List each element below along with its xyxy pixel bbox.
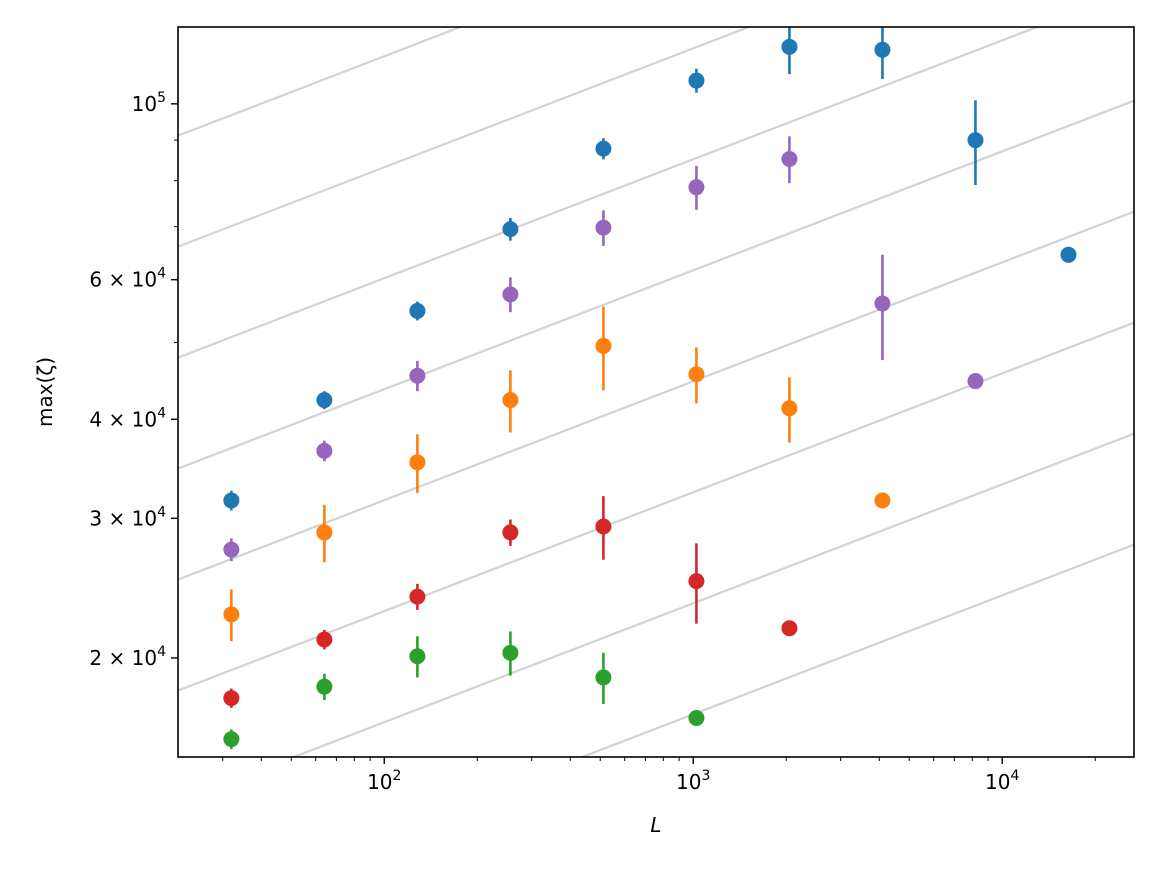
y-tick-label: 4 × 104 <box>89 405 166 431</box>
data-point <box>409 367 426 384</box>
data-point <box>874 41 891 58</box>
data-point <box>1060 246 1077 263</box>
y-axis: 2 × 104 3 × 104 4 × 104 6 × 104 105 <box>89 90 178 670</box>
data-point <box>223 492 240 509</box>
data-point <box>781 38 798 55</box>
data-point <box>688 179 705 196</box>
data-point <box>688 72 705 89</box>
reference-line <box>178 99 1134 470</box>
data-point <box>223 690 240 707</box>
y-tick-label: 6 × 104 <box>89 266 166 292</box>
data-point <box>502 392 519 409</box>
data-point <box>688 366 705 383</box>
reference-lines <box>178 0 1134 757</box>
data-point <box>595 669 612 686</box>
reference-line <box>178 27 464 137</box>
data-point <box>316 392 333 409</box>
data-point <box>688 573 705 590</box>
y-tick-label: 3 × 104 <box>89 504 166 530</box>
x-axis-label: L <box>650 813 661 837</box>
reference-line <box>178 0 1134 25</box>
reference-line <box>178 210 1134 581</box>
data-point <box>781 400 798 417</box>
y-tick-label: 2 × 104 <box>89 644 166 670</box>
x-tick-label: 103 <box>676 768 710 794</box>
error-bars <box>230 27 977 750</box>
data-point <box>409 648 426 665</box>
x-tick-label: 104 <box>985 768 1019 794</box>
data-point <box>223 606 240 623</box>
reference-line <box>178 27 752 248</box>
data-point <box>223 541 240 558</box>
data-point <box>409 588 426 605</box>
data-point <box>874 492 891 509</box>
data-point <box>595 518 612 535</box>
data-point <box>781 150 798 167</box>
data-point <box>595 140 612 157</box>
data-point <box>874 295 891 312</box>
x-tick-label: 102 <box>367 768 401 794</box>
reference-line <box>290 432 1134 757</box>
data-point <box>502 524 519 541</box>
y-axis-label: max(ζ) <box>33 357 57 427</box>
data-point <box>316 631 333 648</box>
data-point <box>316 678 333 695</box>
data-points <box>223 38 1077 748</box>
data-point <box>502 221 519 238</box>
reference-line <box>579 543 1134 757</box>
data-point <box>967 373 984 390</box>
data-point <box>781 620 798 637</box>
data-point <box>502 644 519 661</box>
data-point <box>316 442 333 459</box>
data-point <box>409 302 426 319</box>
data-point <box>688 709 705 726</box>
data-point <box>595 219 612 236</box>
data-point <box>316 524 333 541</box>
data-point <box>967 132 984 149</box>
data-point <box>409 454 426 471</box>
x-axis: 102 103 104 <box>222 757 1096 794</box>
data-point <box>502 286 519 303</box>
reference-line <box>178 27 1041 359</box>
plot-frame <box>177 26 1135 758</box>
data-point <box>595 337 612 354</box>
y-tick-label: 105 <box>132 90 166 116</box>
data-point <box>223 731 240 748</box>
